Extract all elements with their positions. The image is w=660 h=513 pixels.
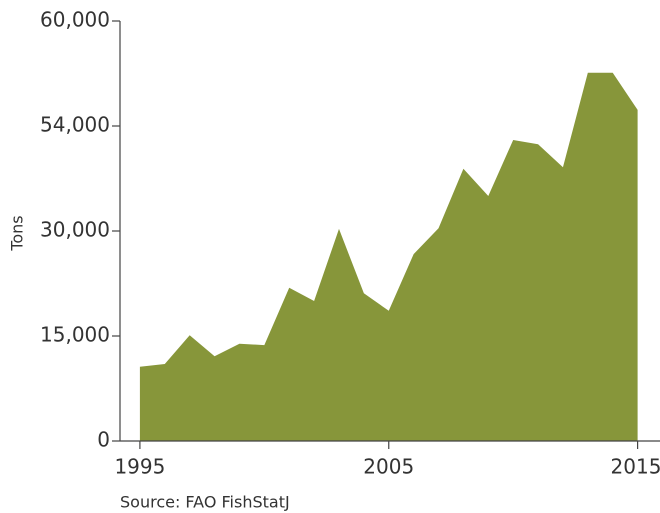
y-tick-label: 0 (97, 428, 110, 452)
y-axis-label: Tons (8, 215, 27, 251)
x-tick-label: 2005 (363, 455, 414, 479)
x-tick-label: 1995 (114, 455, 165, 479)
y-tick-label: 54,000 (40, 113, 110, 137)
x-tick-label: 2015 (611, 455, 660, 479)
y-tick-label: 60,000 (40, 8, 110, 32)
y-tick-label: 15,000 (40, 323, 110, 347)
y-tick-label: 30,000 (40, 218, 110, 242)
area (139, 72, 638, 442)
source-note: Source: FAO FishStatJ (120, 493, 290, 512)
